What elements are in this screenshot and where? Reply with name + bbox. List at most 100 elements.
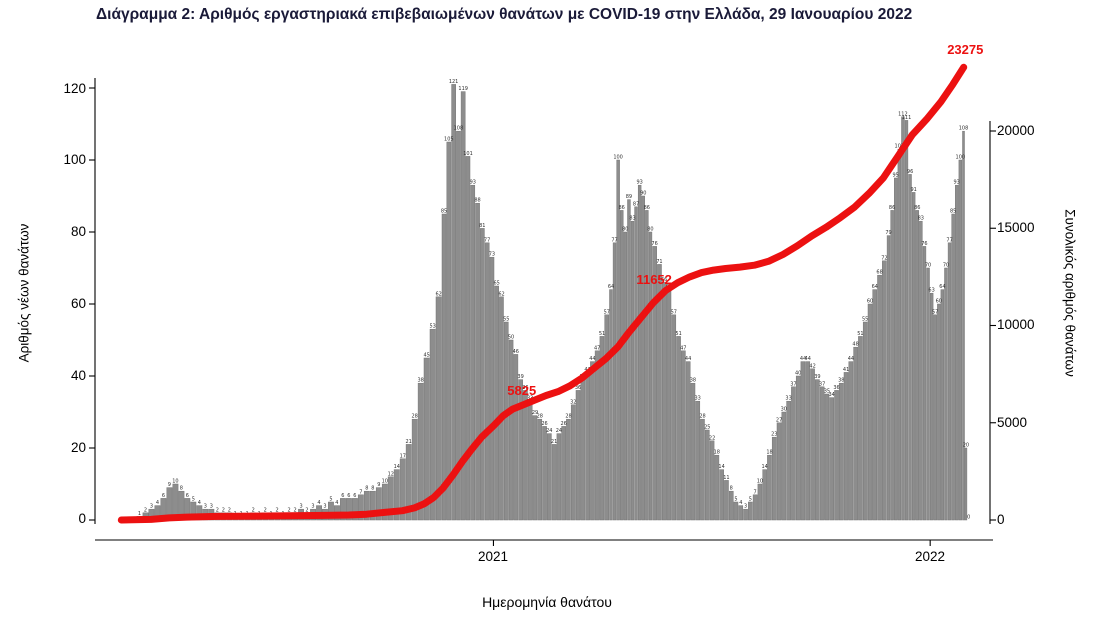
svg-text:86: 86 [644,205,650,211]
y-right-tick-0: 0 [997,512,1005,527]
svg-text:93: 93 [637,180,643,186]
svg-text:3: 3 [744,504,747,510]
svg-text:35: 35 [824,389,830,395]
svg-text:24: 24 [546,428,552,434]
svg-text:2: 2 [228,507,231,513]
svg-text:1: 1 [138,511,141,517]
annotation-5825: 5825 [507,383,537,399]
svg-text:51: 51 [599,331,605,337]
svg-text:0: 0 [967,515,970,521]
svg-text:62: 62 [436,291,442,297]
svg-text:33: 33 [785,396,791,402]
svg-text:108: 108 [454,126,464,132]
svg-text:2: 2 [264,507,267,513]
svg-text:18: 18 [714,450,720,456]
svg-text:2: 2 [252,507,255,513]
svg-text:85: 85 [950,209,956,215]
svg-text:65: 65 [494,281,500,287]
svg-text:86: 86 [914,205,920,211]
svg-text:105: 105 [444,137,454,143]
svg-text:60: 60 [867,299,873,305]
svg-text:63: 63 [928,288,934,294]
svg-text:4: 4 [156,500,159,506]
svg-text:24: 24 [556,428,562,434]
svg-text:77: 77 [484,237,490,243]
y-left-tick-120: 120 [63,81,86,96]
svg-text:29: 29 [532,410,538,416]
svg-text:44: 44 [800,356,806,362]
svg-text:101: 101 [463,151,473,157]
svg-text:5: 5 [734,497,737,503]
svg-text:4: 4 [317,500,320,506]
svg-text:70: 70 [925,263,931,269]
svg-text:41: 41 [843,367,849,373]
svg-text:14: 14 [718,464,724,470]
svg-text:18: 18 [766,450,772,456]
svg-text:44: 44 [685,356,691,362]
svg-text:10: 10 [757,479,763,485]
svg-text:71: 71 [656,259,662,265]
svg-text:53: 53 [430,324,436,330]
svg-text:37: 37 [819,381,825,387]
svg-text:12: 12 [388,471,394,477]
svg-text:28: 28 [537,414,543,420]
y-right-tick-10000: 10000 [997,317,1035,332]
svg-text:90: 90 [640,191,646,197]
svg-text:26: 26 [541,421,547,427]
svg-text:4: 4 [335,500,338,506]
svg-text:6: 6 [186,493,189,499]
svg-text:2: 2 [222,507,225,513]
y-left-tick-60: 60 [70,296,86,311]
svg-text:5: 5 [192,497,195,503]
svg-text:10: 10 [172,479,178,485]
svg-text:64: 64 [872,284,878,290]
svg-text:44: 44 [848,356,854,362]
bars-group [136,84,968,521]
svg-text:23: 23 [771,432,777,438]
axes [89,78,996,546]
svg-text:83: 83 [629,216,635,222]
svg-text:14: 14 [394,464,400,470]
svg-text:38: 38 [690,378,696,384]
y-right-tick-5000: 5000 [997,415,1028,430]
svg-text:26: 26 [561,421,567,427]
svg-text:57: 57 [932,309,938,315]
svg-text:62: 62 [498,291,504,297]
y-right-tick-20000: 20000 [997,123,1035,138]
svg-text:2: 2 [288,507,291,513]
svg-text:64: 64 [608,284,614,290]
svg-text:76: 76 [921,241,927,247]
y-left-tick-20: 20 [70,440,86,455]
svg-text:77: 77 [611,237,617,243]
svg-text:3: 3 [150,504,153,510]
svg-text:5: 5 [749,497,752,503]
y-left-tick-0: 0 [78,511,86,526]
y-left-tick-100: 100 [63,152,86,167]
svg-text:8: 8 [180,486,183,492]
svg-text:100: 100 [956,155,966,161]
svg-text:20: 20 [963,443,969,449]
svg-text:46: 46 [513,349,519,355]
x-tick-2021: 2021 [477,549,509,564]
svg-text:42: 42 [809,363,815,369]
svg-text:83: 83 [918,216,924,222]
svg-text:47: 47 [680,345,686,351]
annotation-11652: 11652 [636,272,672,288]
x-tick-2022: 2022 [914,549,946,564]
y-left-tick-80: 80 [70,224,86,239]
svg-text:7: 7 [754,489,757,495]
svg-text:2: 2 [216,507,219,513]
svg-text:9: 9 [168,482,171,488]
svg-text:39: 39 [814,374,820,380]
svg-text:93: 93 [954,180,960,186]
svg-text:38: 38 [838,378,844,384]
svg-text:93: 93 [470,180,476,186]
svg-text:32: 32 [570,399,576,405]
svg-text:4: 4 [198,500,201,506]
svg-text:51: 51 [675,331,681,337]
svg-text:51: 51 [857,331,863,337]
svg-text:57: 57 [671,309,677,315]
svg-text:66: 66 [661,277,667,283]
